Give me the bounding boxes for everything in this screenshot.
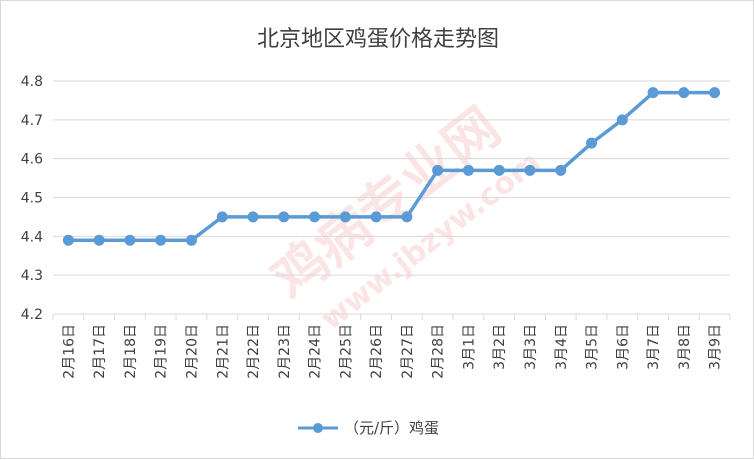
data-point	[524, 164, 536, 176]
data-point	[493, 164, 505, 176]
data-point	[247, 211, 259, 223]
data-point	[370, 211, 382, 223]
x-tick-label: 2月25日	[338, 324, 354, 379]
x-tick-label: 2月19日	[154, 324, 170, 379]
data-point	[616, 114, 628, 126]
series-egg-price	[62, 87, 721, 246]
y-tick-label: 4.7	[21, 113, 43, 129]
data-point	[278, 211, 290, 223]
legend: （元/斤）鸡蛋	[298, 419, 439, 437]
y-tick-label: 4.8	[21, 74, 43, 90]
legend-series-label: （元/斤）鸡蛋	[344, 419, 439, 437]
x-tick-label: 2月17日	[92, 324, 108, 379]
x-tick-label: 2月23日	[277, 324, 293, 379]
x-axis: 2月16日 2月17日 2月18日 2月19日 2月20日 2月21日 2月22日 2月23日…	[52, 314, 731, 379]
data-point	[432, 164, 444, 176]
data-point	[216, 211, 228, 223]
x-tick-label: 3月8日	[677, 324, 693, 370]
y-tick-label: 4.3	[21, 268, 43, 284]
x-tick-label: 3月1日	[461, 324, 477, 370]
data-point	[62, 234, 74, 246]
x-tick-label: 3月5日	[585, 324, 601, 370]
y-tick-label: 4.5	[21, 191, 43, 207]
data-point	[709, 87, 721, 99]
x-tick-label: 2月16日	[61, 324, 77, 379]
y-tick-label: 4.6	[21, 152, 43, 168]
data-point	[155, 234, 167, 246]
x-tick-label: 3月7日	[646, 324, 662, 370]
data-point	[401, 211, 413, 223]
x-tick-label: 2月18日	[123, 324, 139, 379]
chart-title: 北京地区鸡蛋价格走势图	[257, 27, 499, 52]
data-point	[309, 211, 321, 223]
data-point	[339, 211, 351, 223]
x-tick-label: 2月21日	[215, 324, 231, 379]
y-axis: 4.2 4.3 4.4 4.5 4.6 4.7 4.8	[21, 74, 43, 323]
data-point	[185, 234, 197, 246]
x-tick-label: 2月26日	[369, 324, 385, 379]
data-point	[678, 87, 690, 99]
series-line	[68, 90, 715, 242]
x-tick-label: 2月20日	[184, 324, 200, 379]
data-point	[462, 164, 474, 176]
x-tick-label: 3月9日	[708, 324, 724, 370]
legend-series-marker	[313, 423, 323, 433]
x-tick-label: 2月28日	[431, 324, 447, 379]
data-point	[586, 137, 598, 149]
y-tick-label: 4.4	[21, 229, 43, 245]
y-tick-label: 4.2	[21, 307, 43, 323]
x-tick-label: 2月24日	[308, 324, 324, 379]
data-point	[93, 234, 105, 246]
x-tick-label: 3月2日	[492, 324, 508, 370]
x-tick-label: 2月22日	[246, 324, 262, 379]
x-tick-label: 3月4日	[554, 324, 570, 370]
data-point	[124, 234, 136, 246]
x-tick-label: 2月27日	[400, 324, 416, 379]
data-point	[555, 164, 567, 176]
x-tick-label: 3月3日	[523, 324, 539, 370]
x-tick-label: 3月6日	[615, 324, 631, 370]
data-point	[647, 87, 659, 99]
